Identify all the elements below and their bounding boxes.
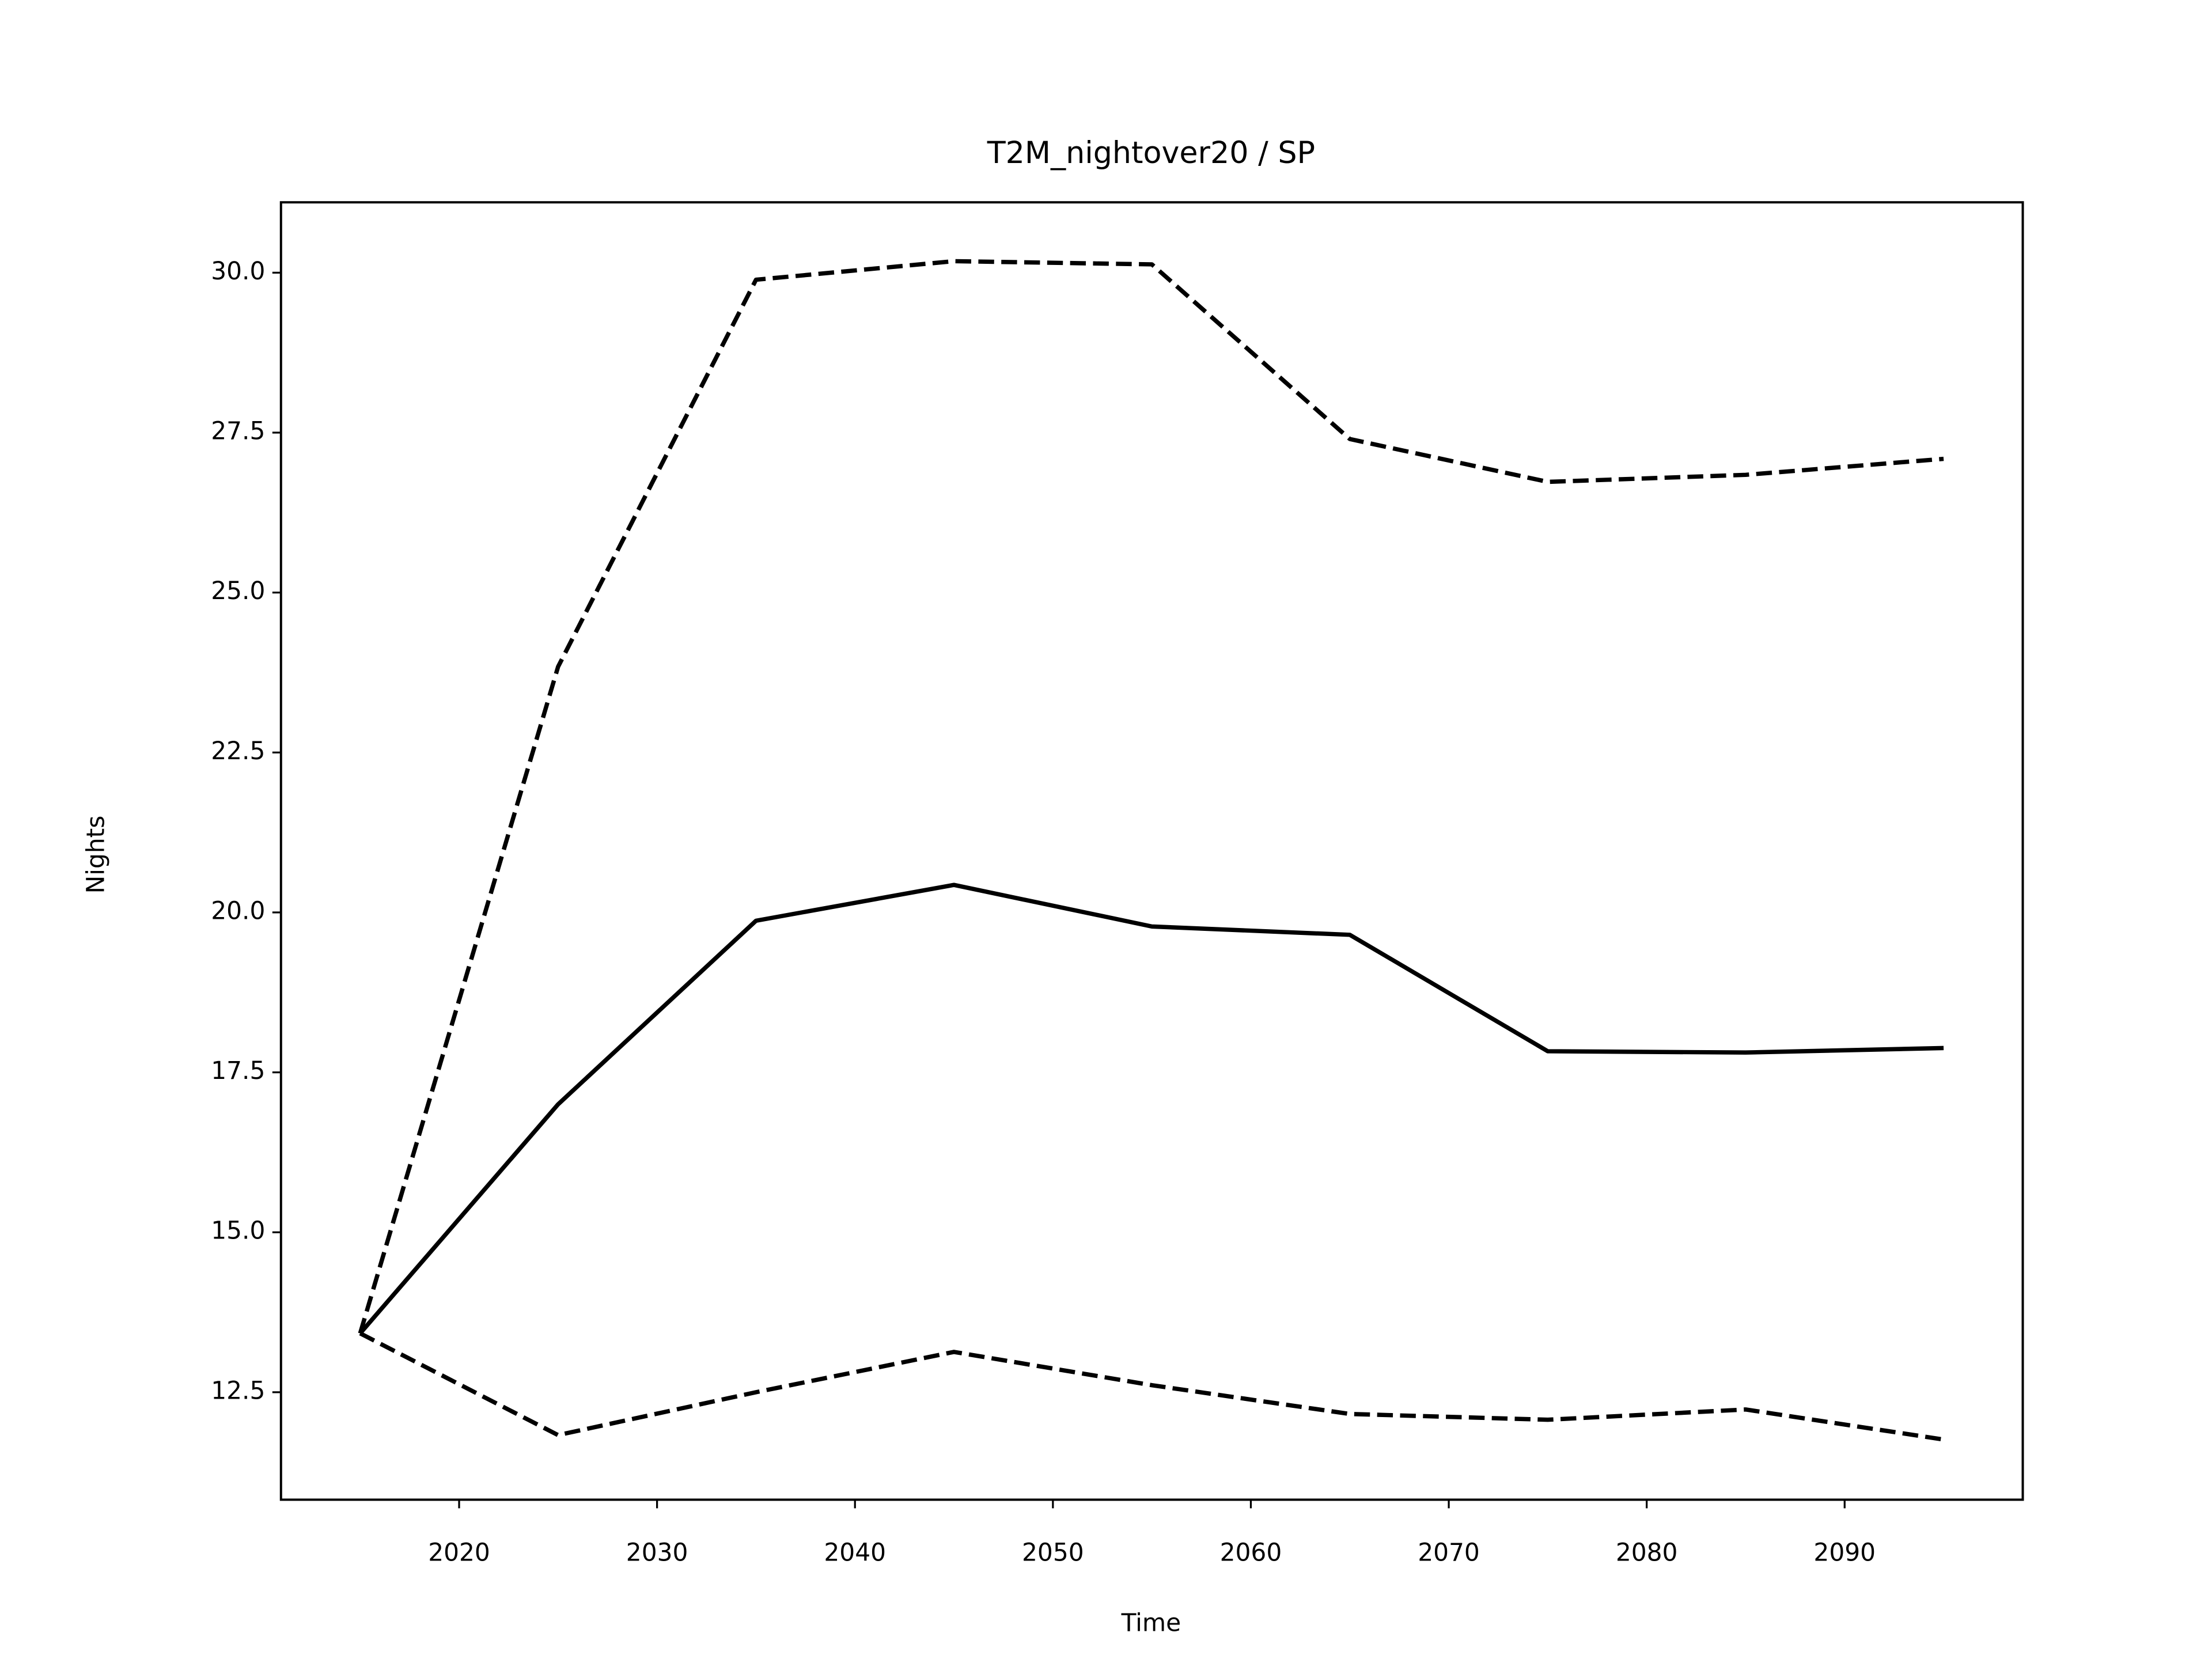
y-tick-label: 15.0	[211, 1217, 265, 1245]
y-tick-label: 25.0	[211, 577, 265, 605]
y-tick-label: 20.0	[211, 896, 265, 925]
plot-frame	[279, 201, 2024, 1501]
y-tick-label: 30.0	[211, 257, 265, 285]
y-axis-label: Nights	[82, 816, 110, 894]
y-tick-label: 17.5	[211, 1056, 265, 1085]
line-series	[359, 1331, 1944, 1442]
x-tick-label: 2060	[1220, 1539, 1282, 1567]
x-tick-label: 2090	[1813, 1539, 1876, 1567]
x-tick-label: 2040	[824, 1539, 886, 1567]
x-tick-label: 2030	[626, 1539, 688, 1567]
x-tick-label: 2070	[1418, 1539, 1480, 1567]
chart-title: T2M_nightover20 / SP	[987, 135, 1315, 171]
y-tick-label: 22.5	[211, 737, 265, 765]
line-series	[358, 259, 1944, 1334]
y-tick-label: 12.5	[211, 1376, 265, 1404]
y-tick-label: 27.5	[211, 417, 265, 445]
line-series	[358, 882, 1944, 1335]
x-tick-label: 2080	[1616, 1539, 1678, 1567]
x-axis-label: Time	[1121, 1608, 1181, 1637]
x-tick-label: 2050	[1022, 1539, 1084, 1567]
x-tick-label: 2020	[428, 1539, 490, 1567]
